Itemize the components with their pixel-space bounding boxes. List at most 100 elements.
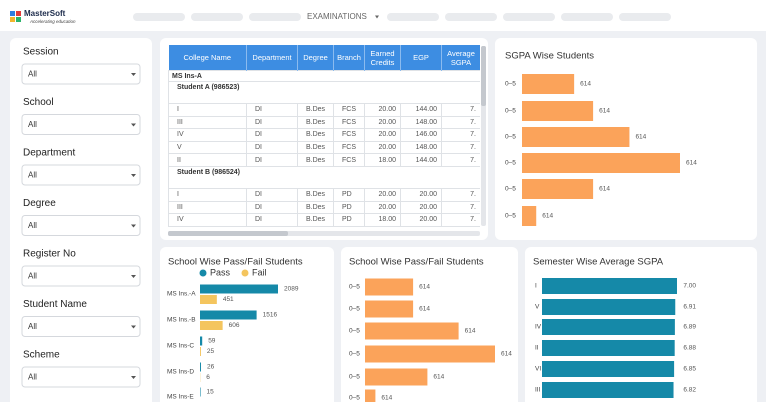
bar	[542, 382, 674, 398]
logo-text: MasterSoft	[24, 9, 66, 18]
column-header: Degree	[297, 45, 334, 71]
table-cell: 20.00	[364, 140, 401, 155]
thead: College Name Department Degree Branch Earned…	[168, 45, 480, 71]
table-cell: 20.00	[364, 200, 401, 215]
table-cell: B.Des	[297, 200, 334, 215]
bar	[522, 74, 575, 94]
table-cell: III	[168, 200, 247, 215]
table-cell: 20.00	[364, 115, 401, 130]
table-cell: B.Des	[297, 103, 334, 117]
bar	[542, 340, 675, 356]
table-cell: FCS	[333, 115, 365, 130]
filter-value: All	[28, 221, 37, 230]
column-header: Department	[246, 45, 298, 71]
table-cell: FCS	[333, 128, 365, 142]
filter-select[interactable]	[21, 316, 141, 337]
group-cell: MS Ins-A	[168, 70, 480, 82]
bar	[365, 322, 459, 340]
filter-select[interactable]	[21, 63, 141, 85]
table-cell: V	[168, 140, 247, 155]
table-row: I DI B.Des FCS 20.00 144.00 7.	[168, 103, 480, 117]
filter-select[interactable]	[21, 366, 141, 388]
scroll-thumb[interactable]	[168, 231, 288, 236]
category-label: 0–5	[349, 284, 360, 291]
tbody: MS Ins-A Student A (986523) I DI B.Des FCS 20.…	[168, 70, 480, 227]
table-cell: 148.00	[400, 140, 442, 155]
column-header: Branch	[333, 45, 365, 71]
value-label: 606	[229, 322, 240, 329]
filter-select[interactable]	[21, 215, 141, 236]
value-label: 614	[465, 328, 476, 335]
nav-placeholders	[133, 13, 671, 21]
dropdown-caret	[131, 123, 136, 127]
table-row: Student A (986523)	[168, 81, 480, 104]
value-label: 6.85	[683, 366, 696, 373]
value-label: 59	[208, 338, 216, 345]
column-header: College Name	[168, 45, 247, 71]
table-cell: B.Des	[297, 213, 334, 227]
value-label: 614	[433, 374, 444, 381]
bar	[522, 153, 680, 173]
filter-value: All	[28, 322, 37, 331]
bar	[522, 127, 630, 147]
table-cell: 7.	[441, 153, 480, 167]
table-cell: II	[168, 153, 247, 167]
value-label: 2089	[284, 286, 299, 293]
filter-label: School	[23, 97, 54, 108]
value-label: 451	[223, 296, 234, 303]
bar	[365, 345, 495, 363]
table-cell: 20.00	[364, 103, 401, 117]
category-label: MS Ins-D	[167, 369, 194, 376]
value-label: 614	[686, 160, 697, 167]
filter-select[interactable]	[21, 114, 141, 135]
filter-label: Session	[23, 47, 59, 58]
category-label: 0–5	[505, 134, 516, 141]
category-label: 0–5	[505, 160, 516, 167]
scroll-thumb[interactable]	[481, 46, 486, 106]
table-cell: DI	[246, 128, 298, 142]
legend-swatch	[199, 269, 207, 277]
table-cell: DI	[246, 200, 298, 215]
bar	[365, 389, 376, 402]
dropdown-caret	[131, 376, 136, 379]
logo-tagline: Accelerating education	[29, 19, 76, 24]
table-cell: 18.00	[364, 153, 401, 167]
category-label: V	[535, 304, 540, 311]
value-label: 614	[419, 306, 430, 313]
value-label: 15	[207, 389, 215, 396]
value-label: 614	[501, 351, 512, 358]
chart-title: Semester Wise Average SGPA	[533, 257, 664, 268]
table-cell: IV	[168, 128, 247, 142]
category-label: 0–5	[505, 81, 516, 88]
filter-label: Register No	[23, 249, 76, 260]
table-cell: B.Des	[297, 128, 334, 142]
chart-title: School Wise Pass/Fail Students	[168, 257, 303, 268]
category-label: 0–5	[349, 374, 360, 381]
value-label: 614	[599, 186, 610, 193]
table: College Name Department Degree Branch Earned…	[168, 45, 480, 227]
category-label: 0–5	[505, 186, 516, 193]
dropdown-caret	[131, 224, 136, 228]
filter-value: All	[28, 120, 37, 129]
value-label: 614	[542, 213, 553, 220]
nav-menu[interactable]: EXAMINATIONS	[307, 12, 367, 21]
filter-label: Department	[23, 148, 75, 159]
table-cell: I	[168, 103, 247, 117]
bar	[522, 101, 594, 121]
value-label: 25	[207, 348, 215, 355]
header-row: College Name Department Degree Branch Earned…	[168, 45, 480, 71]
table-cell: IV	[168, 213, 247, 227]
value-label: 6.89	[683, 324, 696, 331]
table-row: IV DI B.Des FCS 20.00 146.00 7.	[168, 128, 480, 142]
filter-label: Student Name	[23, 299, 87, 310]
chart-title: School Wise Pass/Fail Students	[349, 257, 484, 268]
filter-value: All	[28, 373, 37, 382]
bar	[200, 284, 278, 294]
table-cell: 7.	[441, 103, 480, 117]
filter-select[interactable]	[21, 265, 141, 287]
bar	[200, 310, 257, 320]
bar	[365, 368, 428, 386]
value-label: 7.00	[683, 283, 696, 290]
value-label: 6.82	[683, 387, 696, 394]
filter-select[interactable]	[21, 164, 141, 186]
